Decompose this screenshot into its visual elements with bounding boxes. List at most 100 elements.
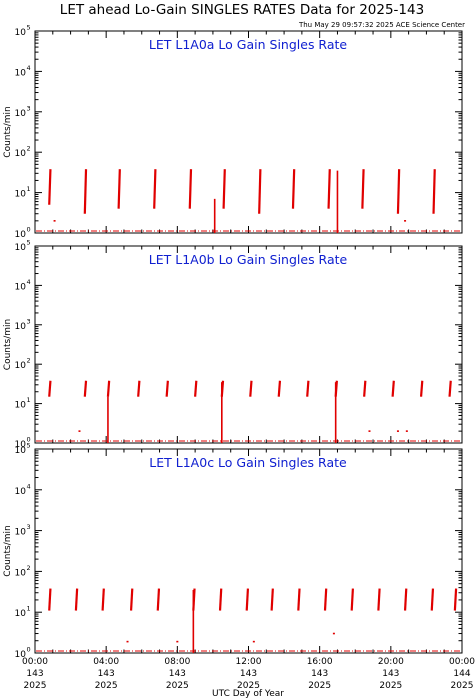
y-tick-exponent: 5 — [27, 442, 31, 450]
rate-spike — [245, 588, 250, 611]
y-tick-label: 10 — [15, 190, 27, 200]
y-tick-exponent: 0 — [27, 226, 31, 234]
x-tick-day: 143 — [240, 669, 257, 679]
y-axis-label: Counts/min — [3, 106, 13, 157]
y-tick-label: 10 — [15, 650, 27, 660]
rate-point — [396, 430, 399, 432]
y-tick-exponent: 5 — [27, 24, 31, 32]
y-tick-exponent: 5 — [27, 239, 31, 247]
panel-title: LET L1A0c Lo Gain Singles Rate — [149, 455, 347, 470]
rate-spike — [391, 380, 395, 397]
rate-spike — [306, 380, 310, 397]
figure-title: LET ahead Lo-Gain SINGLES RATES Data for… — [60, 2, 424, 18]
panel-title: LET L1A0a Lo Gain Singles Rate — [149, 37, 347, 52]
rate-spike — [297, 588, 301, 611]
x-tick-day: 143 — [98, 669, 115, 679]
rate-spike — [218, 588, 223, 611]
y-tick-exponent: 4 — [27, 64, 31, 72]
rate-spike — [194, 380, 198, 397]
y-tick-label: 10 — [15, 446, 27, 456]
rate-spike — [101, 588, 105, 611]
rate-spike — [258, 169, 262, 214]
y-tick-label: 10 — [15, 230, 27, 240]
y-tick-label: 10 — [15, 528, 27, 538]
rate-spike — [363, 380, 367, 397]
rate-spike — [153, 169, 157, 209]
y-tick-label: 10 — [15, 68, 27, 78]
rate-point — [126, 640, 129, 643]
rate-spike — [222, 169, 226, 209]
y-axis-label: Counts/min — [3, 525, 13, 576]
y-tick-label: 10 — [15, 243, 27, 253]
x-tick-time: 08:00 — [164, 657, 190, 667]
rate-point — [405, 430, 408, 432]
rate-spike — [48, 169, 52, 205]
x-axis: 00:00 143 2025 04:00 143 2025 08:00 143 2025 12:0… — [22, 657, 475, 691]
rate-spike — [323, 588, 328, 611]
rate-point — [404, 220, 407, 222]
rate-spike — [396, 169, 401, 214]
rate-spike — [74, 588, 79, 611]
y-tick-exponent: 3 — [27, 317, 31, 325]
rate-spike — [403, 588, 408, 611]
rate-spike — [361, 169, 365, 209]
rate-spike — [48, 380, 52, 397]
rate-spike — [430, 588, 435, 611]
rate-point — [176, 640, 179, 643]
y-tick-exponent: 4 — [27, 482, 31, 490]
x-tick-time: 00:00 — [449, 657, 475, 667]
rate-spike — [277, 380, 282, 397]
timestamp: Thu May 29 09:57:32 2025 ACE Science Cen… — [298, 21, 465, 29]
rate-spike — [165, 380, 169, 397]
panel-frame — [34, 448, 463, 654]
y-tick-exponent: 0 — [27, 436, 31, 444]
rate-spike — [156, 588, 161, 611]
rate-spike — [249, 380, 253, 397]
x-tick-year: 2025 — [237, 681, 260, 691]
rate-spike — [327, 169, 331, 209]
y-tick-label: 10 — [15, 401, 27, 411]
x-tick-day: 143 — [311, 669, 328, 679]
y-tick-label: 10 — [15, 149, 27, 159]
y-tick-exponent: 1 — [27, 185, 31, 193]
rate-spike — [117, 169, 121, 209]
rate-point — [368, 430, 371, 432]
rate-spike — [137, 380, 141, 397]
x-tick-time: 00:00 — [22, 657, 48, 667]
rate-spike — [106, 380, 111, 397]
y-tick-label: 10 — [15, 487, 27, 497]
y-tick-label: 10 — [15, 609, 27, 619]
rate-spike — [83, 380, 88, 397]
x-tick-time: 04:00 — [93, 657, 119, 667]
y-tick-exponent: 3 — [27, 104, 31, 112]
y-tick-exponent: 0 — [27, 646, 31, 654]
y-tick-label: 10 — [15, 361, 27, 371]
y-tick-exponent: 2 — [27, 357, 31, 365]
rate-point — [78, 430, 81, 432]
x-tick-year: 2025 — [308, 681, 331, 691]
rate-spike — [448, 380, 452, 397]
x-tick-year: 2025 — [166, 681, 189, 691]
y-tick-label: 10 — [15, 568, 27, 578]
y-tick-exponent: 1 — [27, 396, 31, 404]
y-tick-exponent: 4 — [27, 278, 31, 286]
rate-spike — [129, 588, 134, 611]
panel-frame — [34, 245, 463, 444]
x-tick-day: 144 — [453, 669, 470, 679]
x-tick-year: 2025 — [451, 681, 474, 691]
x-tick-day: 143 — [169, 669, 186, 679]
y-tick-exponent: 2 — [27, 145, 31, 153]
y-tick-exponent: 2 — [27, 564, 31, 572]
y-tick-label: 10 — [15, 28, 27, 38]
rate-spike — [270, 588, 274, 611]
y-tick-label: 10 — [15, 282, 27, 292]
rate-spike — [291, 169, 296, 209]
x-axis-label: UTC Day of Year — [212, 689, 284, 699]
y-tick-label: 10 — [15, 440, 27, 450]
rate-point — [252, 640, 255, 643]
rate-spike — [432, 169, 436, 214]
